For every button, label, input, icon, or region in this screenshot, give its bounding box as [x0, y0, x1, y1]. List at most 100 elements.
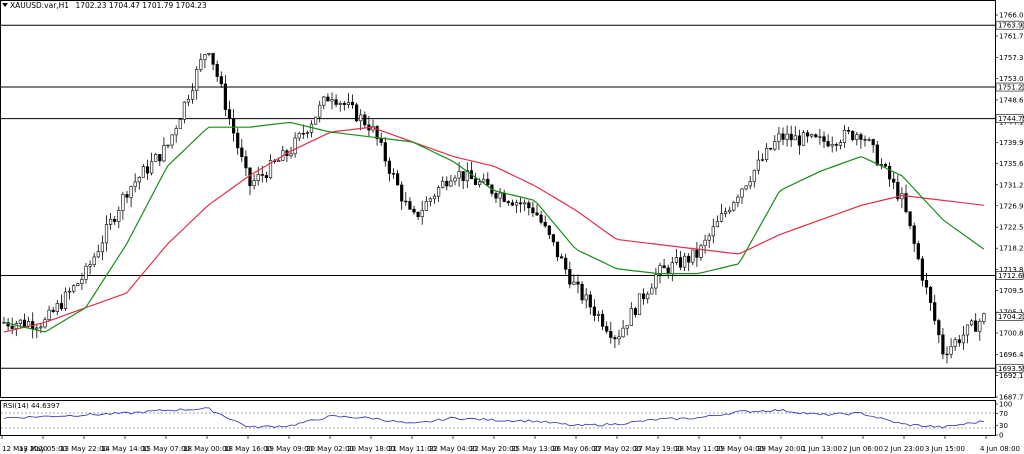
- candle-body: [277, 160, 281, 163]
- price-label: 1726.90: [999, 202, 1024, 210]
- candle-body: [846, 129, 851, 132]
- candle-body: [777, 133, 781, 142]
- candle-body: [834, 144, 838, 146]
- candle-body: [609, 331, 613, 338]
- candle-body: [769, 147, 773, 150]
- candle-body: [535, 212, 539, 216]
- time-label: 25 May 13:00: [511, 445, 559, 453]
- candle-body: [313, 116, 318, 125]
- candle-body: [379, 138, 383, 143]
- candle-body: [248, 167, 252, 187]
- candle-body: [92, 256, 96, 265]
- candle-body: [715, 221, 719, 228]
- candle-body: [150, 160, 154, 174]
- candle-body: [10, 325, 14, 329]
- time-label: 19 May 09:00: [265, 445, 313, 453]
- candle-body: [334, 99, 338, 105]
- candle-body: [432, 195, 437, 200]
- candle-body: [363, 114, 367, 126]
- candle-body: [453, 177, 457, 182]
- candle-body: [227, 109, 232, 119]
- price-label: 1761.70: [999, 32, 1024, 40]
- candle-body: [461, 171, 465, 182]
- candle-body: [293, 137, 297, 155]
- time-label: 18 May 00:00: [183, 445, 231, 453]
- time-label: 13 May 05:00: [19, 445, 67, 453]
- rsi-axis-label: 100: [999, 401, 1012, 409]
- candle-body: [822, 136, 826, 142]
- candle-body: [482, 178, 486, 183]
- candle-body: [170, 134, 174, 146]
- candle-body: [859, 134, 863, 140]
- candle-body: [810, 134, 814, 137]
- candle-body: [863, 139, 867, 141]
- price-label: 1766.00: [999, 12, 1024, 20]
- candle-body: [424, 201, 428, 211]
- candle-body: [867, 139, 871, 141]
- candle-body: [748, 181, 752, 187]
- candle-body: [904, 193, 908, 213]
- current-price-tag: 1704.23: [998, 313, 1024, 321]
- candle-body: [605, 326, 609, 332]
- time-label: 3 Jun 15:00: [925, 445, 965, 453]
- candle-body: [100, 242, 104, 253]
- candle-body: [43, 319, 47, 328]
- price-label: 1709.50: [999, 287, 1024, 295]
- candle-body: [408, 201, 412, 210]
- candle-body: [625, 325, 629, 329]
- candle-body: [449, 180, 453, 187]
- candle-body: [711, 226, 715, 237]
- candle-body: [842, 129, 847, 143]
- time-label: 29 May 20:00: [757, 445, 805, 453]
- candle-body: [203, 54, 207, 60]
- candle-body: [400, 184, 404, 202]
- candle-body: [223, 83, 228, 110]
- candle-body: [502, 192, 506, 202]
- candle-body: [387, 160, 392, 174]
- candle-body: [342, 103, 346, 105]
- candle-body: [436, 187, 441, 197]
- candle-body: [268, 160, 273, 179]
- candle-body: [826, 141, 830, 147]
- time-label: 2 Jun 06:00: [843, 445, 883, 453]
- candle-body: [592, 306, 596, 316]
- candle-body: [109, 218, 113, 225]
- candle-body: [728, 209, 732, 213]
- level-tag: 1751.23: [998, 84, 1024, 92]
- candle-body: [498, 192, 502, 199]
- horizontal-levels: [1, 24, 995, 369]
- candle-body: [691, 249, 695, 263]
- triangle-down-icon[interactable]: [2, 3, 8, 7]
- candle-body: [572, 281, 576, 285]
- candle-body: [473, 178, 478, 185]
- candle-body: [703, 239, 707, 247]
- candle-body: [547, 225, 551, 235]
- candle-body: [252, 180, 256, 187]
- candle-body: [420, 210, 424, 218]
- candle-body: [695, 249, 699, 258]
- candle-body: [887, 165, 892, 180]
- candle-body: [289, 153, 293, 156]
- price-label: 1731.20: [999, 181, 1024, 189]
- candle-body: [744, 185, 748, 190]
- candle-body: [506, 201, 510, 204]
- candle-body: [523, 202, 527, 205]
- candle-body: [568, 269, 572, 285]
- time-label: 12 May 2020: [2, 445, 48, 453]
- price-label: 1739.90: [999, 139, 1024, 147]
- candle-body: [47, 309, 51, 320]
- time-label: 15 May 07:00: [142, 445, 190, 453]
- candle-body: [551, 234, 555, 243]
- candle-body: [350, 101, 355, 106]
- candle-body: [650, 287, 654, 295]
- candle-body: [494, 193, 498, 199]
- time-label: 27 May 02:00: [593, 445, 641, 453]
- candle-body: [945, 353, 949, 356]
- candle-body: [330, 99, 334, 102]
- time-label: 1 Jun 13:00: [802, 445, 842, 453]
- price-label: 1757.30: [999, 54, 1024, 62]
- candle-body: [416, 211, 420, 218]
- candle-body: [617, 336, 621, 340]
